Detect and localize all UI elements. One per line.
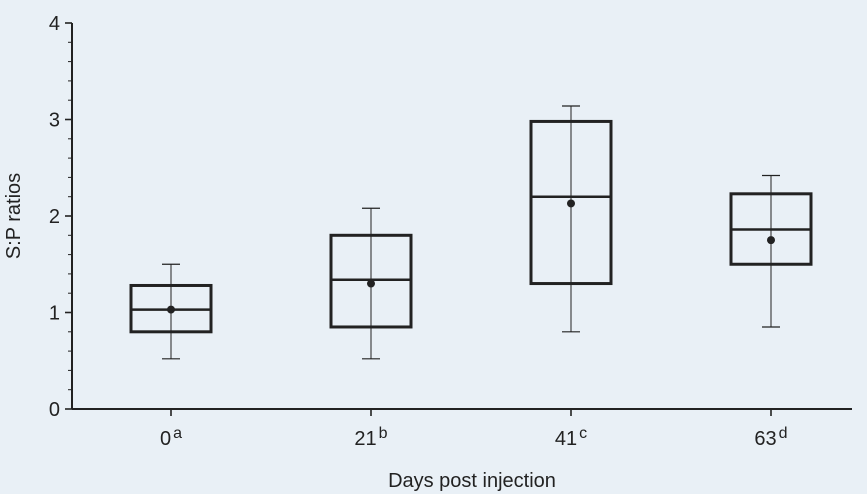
x-tick-value: 21	[354, 428, 376, 450]
x-tick-superscript: a	[173, 425, 182, 442]
mean-point	[367, 279, 375, 288]
x-axis-title: Days post injection	[388, 470, 556, 492]
y-ticks: 0 1 2 3 4	[49, 13, 72, 421]
box-group	[329, 207, 413, 360]
x-tick-value: 0	[160, 428, 171, 450]
x-ticks: 0 a 21 b 41 c 63 d	[160, 409, 788, 450]
box-group	[529, 105, 613, 333]
y-tick-label: 3	[49, 110, 60, 132]
mean-point	[167, 305, 175, 314]
y-axis-title: S:P ratios	[3, 173, 25, 259]
iqr-box	[529, 119, 613, 286]
x-tick-value: 41	[555, 428, 577, 450]
x-tick-superscript: d	[779, 425, 788, 442]
y-tick-label: 4	[49, 13, 60, 35]
x-tick-label: 41 c	[555, 425, 587, 450]
x-tick-value: 63	[754, 428, 776, 450]
box-group	[729, 174, 813, 328]
boxes	[129, 105, 813, 360]
iqr-box	[329, 233, 413, 329]
x-tick-superscript: b	[379, 425, 388, 442]
mean-point	[767, 236, 775, 245]
x-tick-superscript: c	[579, 425, 587, 442]
y-tick-label: 2	[49, 206, 60, 228]
x-tick-label: 21 b	[354, 425, 387, 450]
y-tick-label: 0	[49, 399, 60, 421]
box-group	[129, 263, 213, 360]
x-tick-label: 63 d	[754, 425, 787, 450]
mean-point	[567, 199, 575, 208]
axes	[71, 23, 852, 410]
y-tick-label: 1	[49, 303, 60, 325]
